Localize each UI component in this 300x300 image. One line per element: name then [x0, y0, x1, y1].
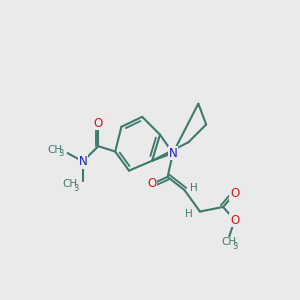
Text: O: O [94, 117, 103, 130]
Text: H: H [190, 183, 198, 193]
Text: H: H [184, 209, 192, 219]
Text: CH: CH [222, 237, 237, 247]
Text: 3: 3 [232, 242, 238, 251]
Text: 3: 3 [73, 184, 79, 193]
Text: CH: CH [63, 179, 78, 189]
Text: N: N [79, 155, 87, 168]
Text: O: O [148, 177, 157, 190]
Text: O: O [230, 214, 239, 226]
Text: N: N [169, 147, 177, 160]
Text: CH: CH [47, 145, 62, 155]
Text: O: O [230, 187, 239, 200]
Text: 3: 3 [58, 149, 63, 158]
